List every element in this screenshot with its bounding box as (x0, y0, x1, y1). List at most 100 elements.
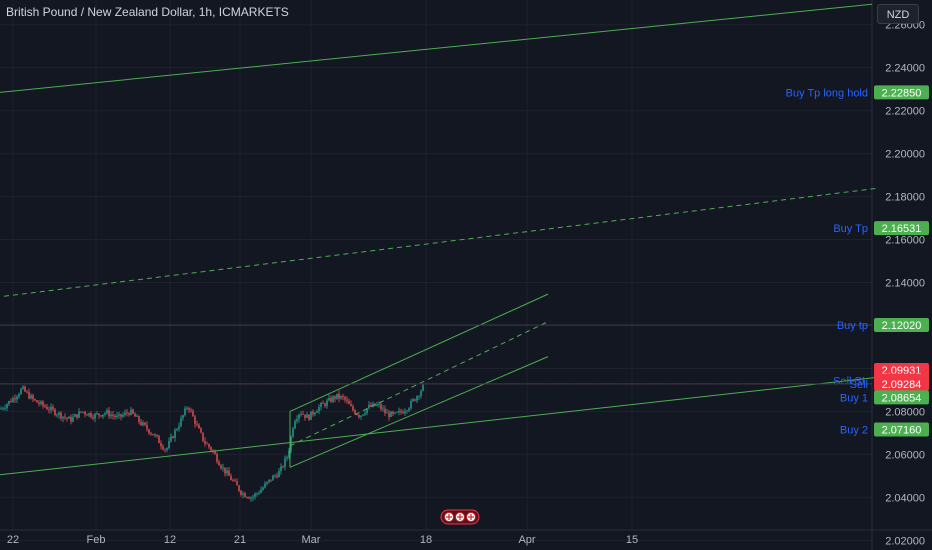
candle-body (356, 413, 358, 415)
candle-body (232, 480, 234, 481)
candle (108, 406, 110, 419)
candle (286, 455, 288, 462)
candle-body (18, 394, 20, 397)
candle-body (332, 396, 334, 402)
candle (354, 408, 356, 415)
candle (200, 427, 202, 434)
candle (84, 410, 86, 418)
candle (128, 411, 130, 417)
price-label-box (874, 422, 929, 437)
candle-body (246, 497, 248, 498)
candle (154, 432, 156, 438)
candle-body (318, 406, 320, 412)
candle-body (6, 404, 8, 408)
candle (64, 413, 66, 420)
candle (60, 411, 62, 421)
candle (198, 423, 200, 429)
candle-body (120, 414, 122, 417)
candle-body (320, 403, 322, 407)
candle-body (230, 475, 232, 481)
candle (76, 414, 78, 420)
candle (404, 408, 406, 416)
candle (340, 395, 342, 400)
price-label-value: 2.07160 (882, 424, 922, 436)
candle (112, 411, 114, 420)
candle (308, 413, 310, 422)
candle (274, 473, 276, 478)
candle (396, 411, 398, 413)
candle (18, 392, 20, 399)
price-label-value: 2.08654 (882, 392, 922, 404)
candle (104, 411, 106, 417)
candle (226, 467, 228, 477)
candle-body (122, 414, 124, 417)
price-label-box (874, 318, 929, 333)
candle-body (418, 396, 420, 397)
y-tick-label: 2.20000 (885, 149, 925, 161)
candle-body (288, 450, 290, 458)
candle-body (258, 492, 260, 494)
candle (378, 401, 380, 408)
candle-body (174, 430, 176, 438)
candle-body (240, 490, 242, 495)
candle-body (358, 414, 360, 418)
candle-body (48, 409, 50, 411)
candle-body (256, 493, 258, 495)
candle (278, 468, 280, 478)
candle (412, 397, 414, 403)
candle-body (330, 397, 332, 402)
candle (156, 434, 158, 438)
x-tick-label: 12 (164, 534, 176, 546)
candle (54, 408, 56, 417)
candle (40, 400, 42, 406)
candle-body (328, 397, 330, 401)
candle-body (314, 412, 316, 415)
candle (218, 459, 220, 466)
candle (358, 413, 360, 419)
candle (122, 412, 124, 419)
candle (14, 394, 16, 404)
candle (364, 410, 366, 416)
candle (22, 384, 24, 390)
candle-body (86, 414, 88, 416)
candle-body (128, 413, 130, 415)
candle (282, 465, 284, 469)
candle-body (170, 436, 172, 442)
candle (348, 398, 350, 405)
y-tick-label: 2.02000 (885, 535, 925, 547)
candle-body (304, 414, 306, 418)
candle (312, 409, 314, 417)
candle (8, 400, 10, 407)
currency-button[interactable]: NZD (877, 4, 919, 24)
candle (50, 403, 52, 414)
candle (86, 413, 88, 416)
candle (126, 409, 128, 417)
candle (162, 444, 164, 451)
candle-body (300, 413, 302, 415)
candle (392, 410, 394, 417)
candle-body (326, 400, 328, 406)
candle (288, 447, 290, 460)
trendline (289, 321, 549, 447)
candle-body (26, 391, 28, 393)
level-text: Buy 1 (840, 392, 868, 404)
candle-body (336, 393, 338, 399)
candle (98, 413, 100, 419)
candle-body (94, 413, 96, 419)
candle (102, 414, 104, 419)
candle (92, 414, 94, 421)
candle-body (238, 485, 240, 491)
candle-body (200, 428, 202, 433)
trendline (0, 3, 873, 93)
candle-body (46, 406, 48, 410)
candle-body (404, 411, 406, 414)
candle-body (0, 408, 2, 410)
candle (334, 395, 336, 403)
candle-body (202, 432, 204, 442)
candle-body (282, 466, 284, 468)
candle-body (252, 496, 254, 498)
candle-body (322, 403, 324, 404)
candle-body (20, 388, 22, 395)
candle (410, 398, 412, 411)
